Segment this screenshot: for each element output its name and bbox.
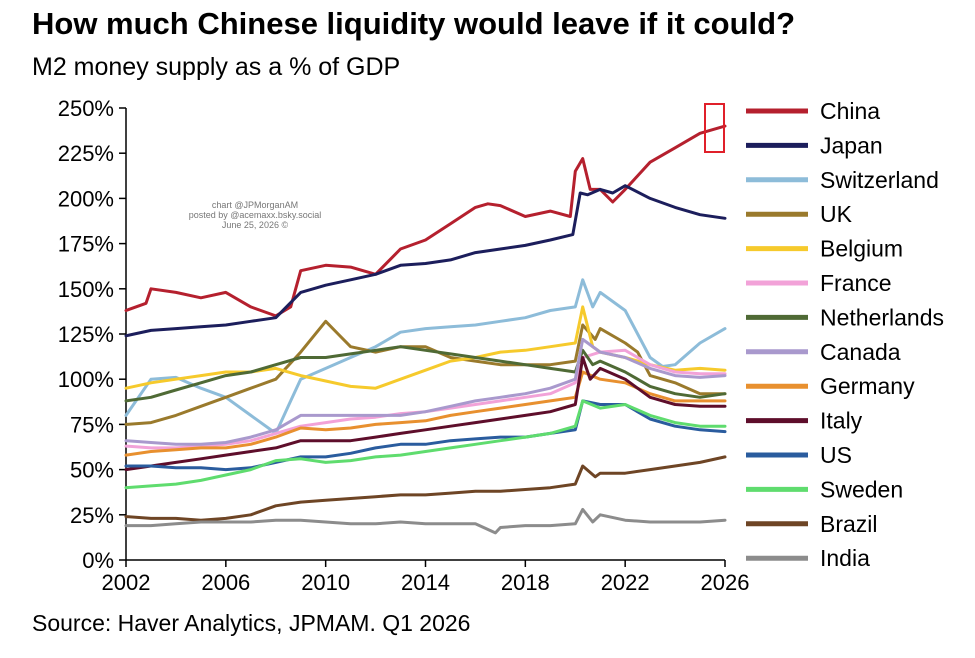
watermark: chart @JPMorganAM posted by @acemaxx.bsk… [180,200,330,230]
y-tick-label: 0% [82,548,114,573]
y-tick-label: 50% [70,458,114,483]
x-tick-label: 2026 [701,570,750,595]
y-tick-label: 100% [58,367,114,392]
source-note: Source: Haver Analytics, JPMAM. Q1 2026 [32,610,471,636]
series-line-brazil [124,455,727,522]
series-line-china [124,124,727,318]
series-line-switzerland [124,278,727,435]
legend-label: Netherlands [820,304,944,330]
series-line-france [124,348,727,450]
x-tick-label: 2010 [301,570,350,595]
y-tick-label: 25% [70,503,114,528]
legend-label: Switzerland [820,167,939,193]
watermark-line: posted by @acemaxx.bsky.social [188,210,322,220]
x-tick-label: 2022 [601,570,650,595]
y-tick-label: 175% [58,232,114,257]
legend-label: US [820,442,852,468]
series-line-canada [124,337,727,446]
legend-label: France [820,270,892,296]
series-line-india [124,507,727,535]
legend-label: Italy [820,408,863,434]
series-line-japan [124,184,727,338]
highlight-box [704,103,725,153]
legend-label: UK [820,201,853,227]
x-tick-label: 2002 [102,570,151,595]
legend-label: Brazil [820,511,878,537]
series-line-uk [124,319,727,426]
legend-label: Japan [820,132,883,158]
y-tick-label: 75% [70,412,114,437]
legend-label: Germany [820,373,915,399]
legend-label: Sweden [820,476,903,502]
y-tick-label: 200% [58,186,114,211]
x-tick-label: 2018 [501,570,550,595]
y-tick-label: 225% [58,141,114,166]
x-tick-label: 2006 [201,570,250,595]
series-line-italy [124,356,727,472]
chart-subtitle: M2 money supply as a % of GDP [32,53,401,81]
y-tick-label: 150% [58,277,114,302]
legend-label: China [820,98,880,124]
series-line-germany [124,370,727,457]
legend-label: India [820,545,870,571]
series-line-sweden [124,399,727,490]
watermark-line: chart @JPMorganAM [211,200,299,210]
y-tick-label: 250% [58,96,114,121]
legend-label: Belgium [820,236,903,262]
series-line-netherlands [124,345,727,403]
legend-label: Canada [820,339,901,365]
chart-title: How much Chinese liquidity would leave i… [32,6,796,41]
x-tick-label: 2014 [401,570,450,595]
watermark-line: June 25, 2026 © [221,220,289,230]
y-tick-label: 125% [58,322,114,347]
